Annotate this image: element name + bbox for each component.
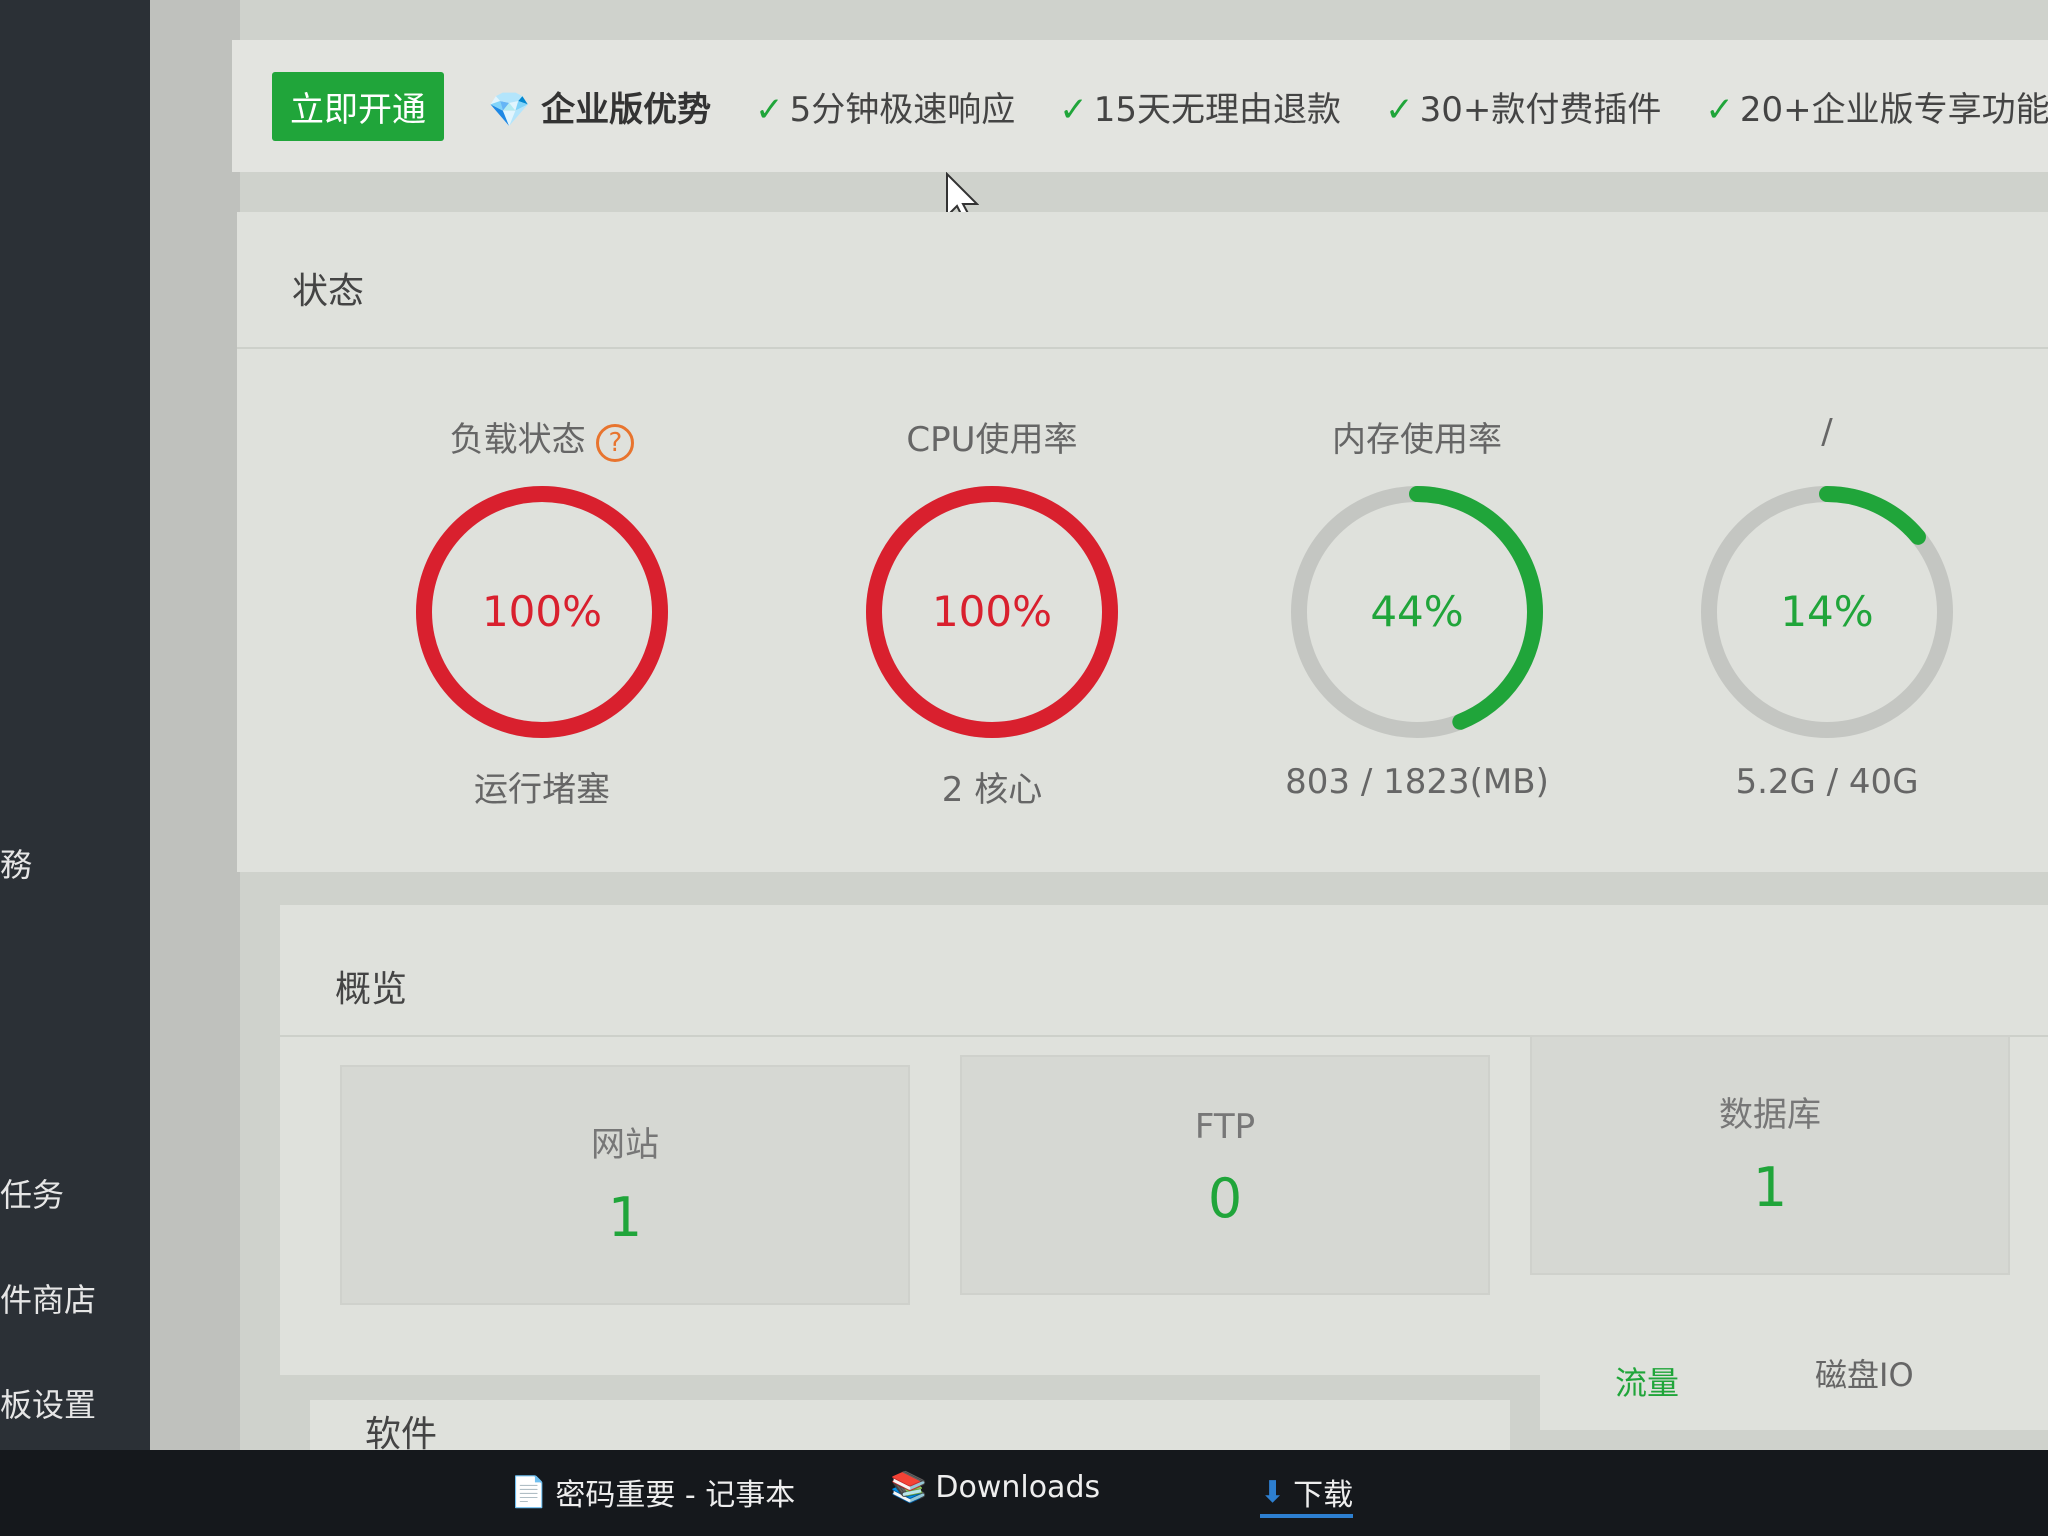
notepad-icon: 📄 xyxy=(510,1474,548,1510)
gauge-detail: 2 核心 xyxy=(941,770,1043,810)
gauge-ring: 44% xyxy=(1291,486,1543,738)
gauge-detail: 运行堵塞 xyxy=(474,770,610,810)
feature-item: ✓ 15天无理由退款 xyxy=(1059,89,1342,130)
gauge: CPU使用率 100% 2 核心 xyxy=(842,412,1142,811)
gauge-fill xyxy=(866,486,1118,738)
scrollbar-area[interactable] xyxy=(150,0,240,1450)
overview-card: 概览 网站 1 FTP 0 数据库 1 xyxy=(280,905,2048,1375)
sidebar: 務 任务 件商店 板设置 xyxy=(0,0,150,1450)
gauge-fill xyxy=(1701,486,1953,738)
gauge-label: 负载状态 ? xyxy=(392,412,692,462)
status-card: 状态 负载状态 ? 100% 运行堵塞 CPU使用率 100% 2 核心 内存使用率… xyxy=(237,212,2048,872)
activate-button[interactable]: 立即开通 xyxy=(272,71,444,141)
gauge: / 14% 5.2G / 40G xyxy=(1677,412,1977,802)
gauge: 内存使用率 44% 803 / 1823(MB) xyxy=(1267,412,1567,802)
status-title: 状态 xyxy=(292,271,365,312)
gauge-fill xyxy=(416,486,668,738)
gauge-label: CPU使用率 xyxy=(906,420,1078,460)
gauge-ring: 100% xyxy=(866,486,1118,738)
tab-traffic[interactable]: 流量 xyxy=(1615,1364,1680,1402)
gauge-ring: 100% xyxy=(416,486,668,738)
gauge: 负载状态 ? 100% 运行堵塞 xyxy=(392,412,692,811)
download-arrow-icon: ⬇ xyxy=(1260,1474,1286,1510)
traffic-card: 流量 磁盘IO xyxy=(1540,1330,2048,1430)
overview-databases[interactable]: 数据库 1 xyxy=(1530,1035,2010,1275)
promo-title: 💎 企业版优势 xyxy=(488,89,712,130)
check-icon: ✓ xyxy=(1705,89,1734,130)
gauge-value: 44% xyxy=(1370,587,1463,636)
check-icon: ✓ xyxy=(1385,89,1414,130)
taskbar: 📄 密码重要 - 记事本 📚 Downloads ⬇ 下载 xyxy=(0,1450,2048,1536)
gauge-value: 100% xyxy=(482,587,602,636)
gauge-label: / xyxy=(1821,412,1833,452)
winrar-icon: 📚 xyxy=(890,1470,928,1505)
enterprise-promo-bar: 立即开通 💎 企业版优势 ✓ 5分钟极速响应 ✓ 15天无理由退款 ✓ 30+款付费插… xyxy=(232,40,2048,172)
sidebar-item-store[interactable]: 件商店 xyxy=(0,1281,97,1319)
diamond-icon: 💎 xyxy=(488,89,531,130)
taskbar-downloads[interactable]: 📚 Downloads xyxy=(890,1470,1101,1505)
overview-ftp[interactable]: FTP 0 xyxy=(960,1055,1490,1295)
sidebar-item-tasks[interactable]: 任务 xyxy=(0,1176,65,1214)
overview-title: 概览 xyxy=(335,969,408,1010)
overview-websites[interactable]: 网站 1 xyxy=(340,1065,910,1305)
gauge-fill xyxy=(1291,486,1543,738)
feature-item: ✓ 30+款付费插件 xyxy=(1385,89,1662,130)
check-icon: ✓ xyxy=(1059,89,1088,130)
gauge-label: 内存使用率 xyxy=(1332,420,1502,460)
software-title: 软件 xyxy=(365,1414,438,1455)
help-icon[interactable]: ? xyxy=(596,424,635,462)
gauge-detail: 5.2G / 40G xyxy=(1735,762,1919,802)
gauge-detail: 803 / 1823(MB) xyxy=(1285,762,1549,802)
sidebar-item[interactable]: 務 xyxy=(0,846,33,884)
check-icon: ✓ xyxy=(755,89,784,130)
gauge-ring: 14% xyxy=(1701,486,1953,738)
sidebar-item-settings[interactable]: 板设置 xyxy=(0,1386,97,1424)
taskbar-notepad[interactable]: 📄 密码重要 - 记事本 xyxy=(510,1474,796,1514)
feature-item: ✓ 20+企业版专享功能 xyxy=(1705,89,2048,130)
taskbar-download[interactable]: ⬇ 下载 xyxy=(1260,1470,1354,1518)
gauge-value: 100% xyxy=(932,587,1052,636)
feature-item: ✓ 5分钟极速响应 xyxy=(755,89,1016,130)
gauge-value: 14% xyxy=(1780,587,1873,636)
tab-disk-io[interactable]: 磁盘IO xyxy=(1815,1356,1914,1394)
